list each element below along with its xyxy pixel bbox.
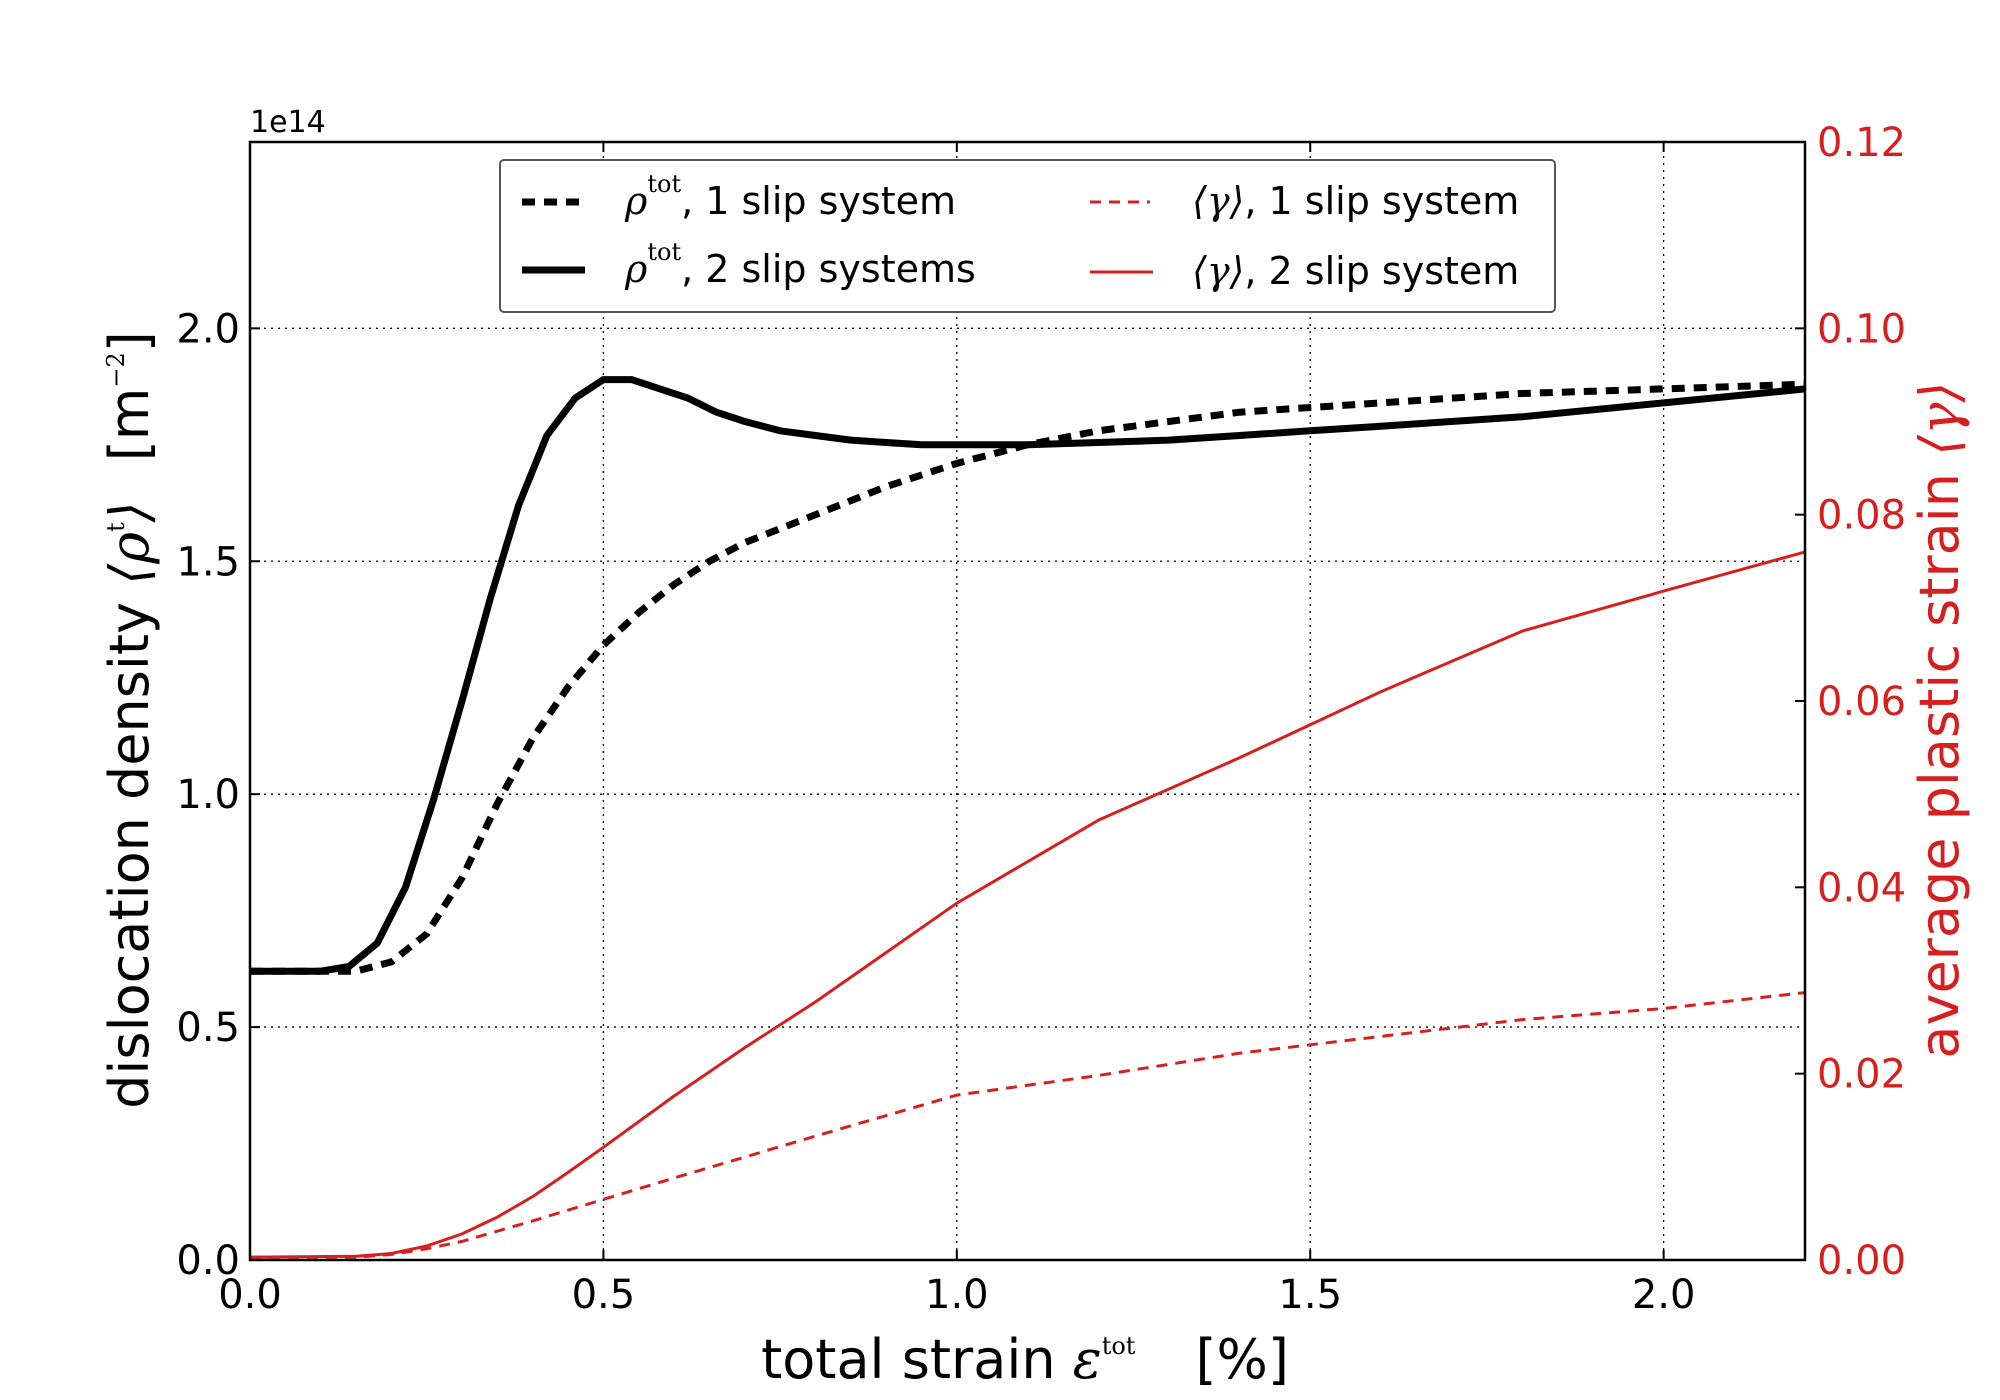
y-axis-left: 0.0 0.5 1.0 1.5 2.0 [176,306,260,1284]
x-tick-label: 1.0 [925,1272,989,1318]
x-tick-label: 0.0 [218,1272,282,1318]
legend-label-rho-2: ρtot, 2 slip systems [624,238,976,291]
y-left-tick-label: 2.0 [176,306,240,352]
y-left-tick-label: 1.0 [176,772,240,818]
y-right-tick-label: 0.08 [1817,493,1906,539]
x-axis-label-symbol: ε [1073,1328,1102,1391]
y-right-tick-label: 0.00 [1817,1238,1906,1284]
legend-label-gamma-1: ⟨γ⟩, 1 slip system [1192,179,1519,223]
y-left-tick-label: 1.5 [176,539,240,585]
y-axis-right: 0.00 0.02 0.04 0.06 0.08 0.10 0.12 [1795,120,1906,1284]
y-axis-left-label-symbol: ρ [98,532,161,565]
x-axis-label-sup: tot [1102,1332,1136,1360]
y-axis-left-label-unit: [m [98,388,161,462]
series-line-0 [250,380,1806,975]
y-axis-left-label: dislocation density ⟨ρt⟩[m−2] [98,331,161,1109]
series-line-2 [250,991,1806,1259]
y-right-tick-label: 0.02 [1817,1052,1906,1098]
series-layer [249,376,1806,1259]
x-axis-label: total strain εtot [%] [761,1328,1289,1391]
legend: ρtot, 1 slip system ρtot, 2 slip systems… [499,159,1556,313]
series-line-1 [250,376,1806,975]
x-axis-label-unit: [%] [1195,1328,1288,1391]
y-axis-right-label-text: average plastic strain [1908,456,1971,1059]
y-left-tick-label: 0.0 [176,1238,240,1284]
legend-label-gamma-2: ⟨γ⟩, 2 slip system [1192,249,1519,293]
y-axis-right-label: average plastic strain ⟨γ⟩ [1908,381,1971,1058]
y-left-tick-label: 0.5 [176,1005,240,1051]
legend-box [499,159,1556,313]
x-tick-label: 2.0 [1632,1272,1696,1318]
x-axis-label-text: total strain [761,1328,1073,1391]
x-axis: 0.0 0.5 1.0 1.5 2.0 [218,142,1695,1318]
x-tick-label: 0.5 [572,1272,636,1318]
x-tick-label: 1.5 [1278,1272,1342,1318]
y-right-tick-label: 0.12 [1817,120,1906,166]
series-line-3 [249,550,1806,1259]
y-right-tick-label: 0.10 [1817,306,1906,352]
y-left-multiplier: 1e14 [250,105,326,140]
legend-label-rho-1: ρtot, 1 slip system [624,170,956,223]
y-axis-right-label-symbol: ⟨γ⟩ [1908,381,1971,455]
y-right-tick-label: 0.04 [1817,865,1906,911]
y-axis-left-label-text: dislocation density [98,585,161,1109]
y-right-tick-label: 0.06 [1817,679,1906,725]
